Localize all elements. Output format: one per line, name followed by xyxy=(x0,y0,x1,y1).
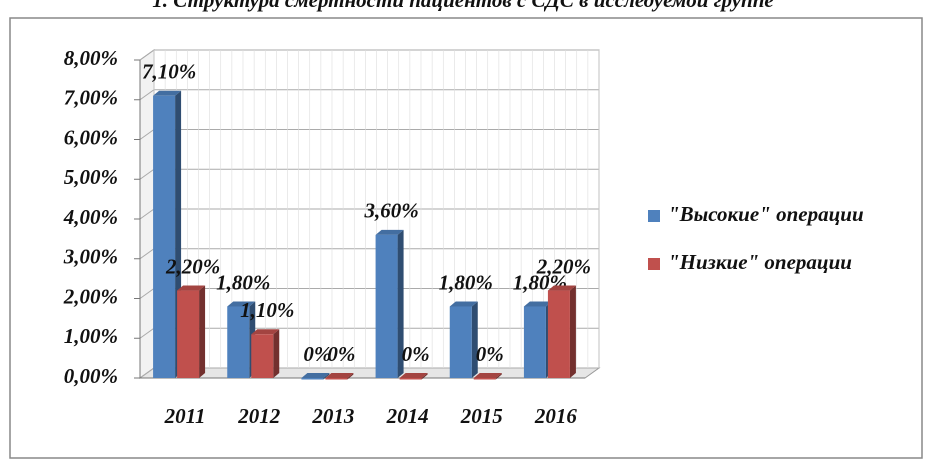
legend-swatch xyxy=(648,258,660,270)
bar-top xyxy=(325,373,354,378)
bar-top xyxy=(399,373,428,378)
bar-top xyxy=(153,90,182,96)
bar-top xyxy=(177,285,206,291)
bar-top xyxy=(301,373,330,378)
legend-label: "Высокие" операции xyxy=(668,202,864,226)
bar-top xyxy=(547,285,576,291)
y-tick-label: 6,00% xyxy=(64,125,118,149)
bar xyxy=(301,378,324,380)
y-tick-label: 0,00% xyxy=(64,364,118,388)
bar xyxy=(251,334,274,378)
legend-label: "Низкие" операции xyxy=(668,250,852,274)
data-label: 3,60% xyxy=(363,199,418,223)
x-tick-label: 2011 xyxy=(164,404,206,428)
y-tick-label: 1,00% xyxy=(64,324,118,348)
bar xyxy=(227,306,250,378)
data-label: 2,20% xyxy=(536,254,591,278)
bar xyxy=(449,306,472,378)
x-tick-label: 2016 xyxy=(534,404,578,428)
y-tick-label: 5,00% xyxy=(64,165,118,189)
bar xyxy=(375,234,398,378)
bar-side xyxy=(273,329,280,378)
bar-top xyxy=(523,301,552,307)
bar xyxy=(523,306,546,378)
bar xyxy=(153,95,176,379)
bar-side xyxy=(397,229,404,378)
chart-title: 1. Структура смертности пациентов с СДС … xyxy=(152,0,773,12)
bar-side xyxy=(421,373,428,380)
data-label: 2,20% xyxy=(165,254,220,278)
x-tick-label: 2012 xyxy=(237,404,281,428)
bar-top xyxy=(227,301,256,307)
y-tick-label: 7,00% xyxy=(64,86,118,110)
bar xyxy=(399,378,422,380)
bar-side xyxy=(569,285,576,378)
data-label: 7,10% xyxy=(142,60,196,84)
x-tick-label: 2013 xyxy=(311,404,354,428)
y-tick-label: 8,00% xyxy=(64,46,118,70)
bar-top xyxy=(375,229,404,235)
data-label: 0% xyxy=(303,342,331,366)
bar xyxy=(473,378,496,380)
bar-side xyxy=(471,301,478,378)
bar-top xyxy=(251,329,280,335)
bar-top xyxy=(449,301,478,307)
bar-side xyxy=(347,373,354,380)
y-tick-label: 4,00% xyxy=(63,205,118,229)
x-tick-label: 2015 xyxy=(460,404,503,428)
data-label: 0% xyxy=(402,342,430,366)
y-tick-label: 2,00% xyxy=(63,284,118,308)
bar xyxy=(547,290,570,378)
bar-side xyxy=(199,285,206,378)
bar-side xyxy=(495,373,502,380)
x-tick-label: 2014 xyxy=(386,404,429,428)
data-label: 1,80% xyxy=(216,270,270,294)
legend-swatch xyxy=(648,210,660,222)
data-label: 0% xyxy=(327,342,355,366)
bar-side xyxy=(323,373,330,380)
chart-frame xyxy=(9,17,923,459)
bar xyxy=(325,378,348,380)
bar xyxy=(177,290,200,378)
y-tick-label: 3,00% xyxy=(63,245,118,269)
bar-top xyxy=(473,373,502,378)
data-label: 0% xyxy=(476,342,504,366)
data-label: 1,10% xyxy=(240,298,294,322)
data-label: 1,80% xyxy=(439,270,493,294)
